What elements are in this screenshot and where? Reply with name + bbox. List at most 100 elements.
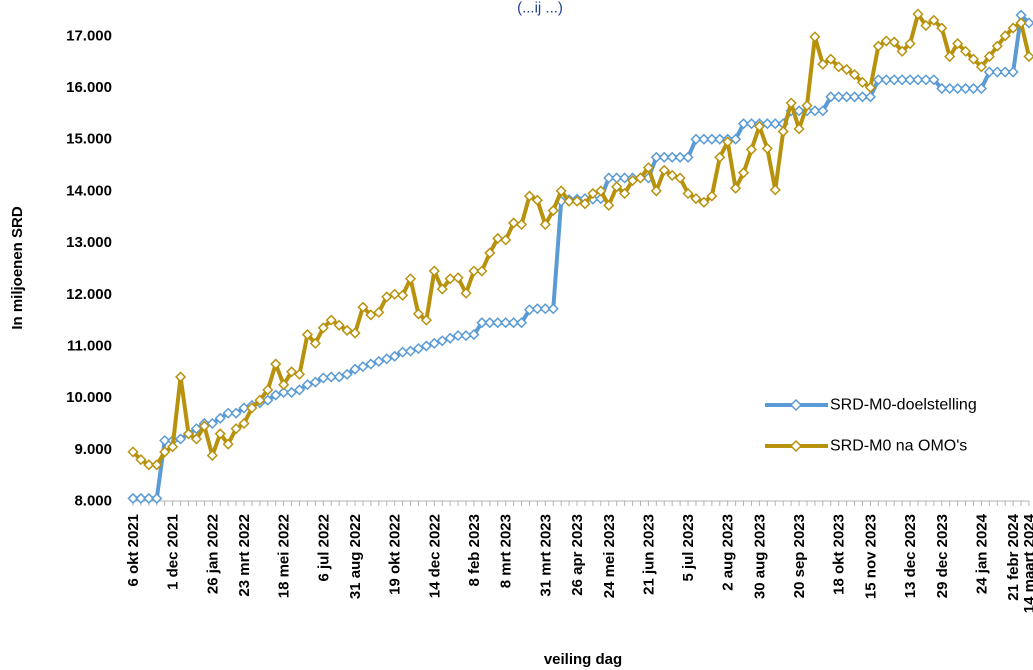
- data-point: [991, 40, 1003, 52]
- data-point: [127, 446, 139, 458]
- data-point: [674, 151, 686, 163]
- data-point: [714, 151, 726, 163]
- data-point: [880, 74, 892, 86]
- data-point: [206, 417, 218, 430]
- data-point: [999, 66, 1011, 78]
- data-point: [293, 368, 306, 380]
- data-point: [896, 45, 908, 57]
- x-tick-label: 20 sep 2023: [791, 514, 808, 598]
- data-point: [801, 100, 813, 112]
- data-point: [175, 371, 187, 383]
- chart-title-fragment: (...ij ...): [517, 0, 563, 16]
- data-point: [333, 371, 345, 383]
- data-point: [515, 218, 528, 231]
- data-point: [222, 407, 234, 419]
- data-point: [872, 74, 884, 86]
- data-point: [452, 272, 464, 284]
- data-point: [706, 190, 718, 202]
- data-point: [880, 35, 892, 47]
- data-point: [833, 61, 845, 73]
- data-point: [793, 123, 805, 135]
- data-point: [484, 247, 496, 259]
- data-point: [468, 329, 480, 341]
- data-point: [1007, 22, 1019, 34]
- data-point: [690, 133, 702, 145]
- data-point: [952, 82, 964, 95]
- data-point: [143, 492, 155, 504]
- data-point: [230, 423, 242, 435]
- data-point: [412, 342, 425, 355]
- data-point: [634, 172, 647, 184]
- data-point: [848, 69, 861, 81]
- data-point: [381, 353, 393, 365]
- y-tick-label: 11.000: [67, 337, 112, 354]
- data-point: [476, 265, 488, 277]
- data-point: [547, 303, 559, 315]
- data-point: [262, 394, 274, 406]
- y-tick-labels: 8.000 9.000 10.000 11.000 12.000 13.000 14.000…: [66, 27, 112, 509]
- data-point: [960, 45, 972, 57]
- data-point: [563, 195, 575, 207]
- data-point: [658, 164, 670, 176]
- data-point: [151, 492, 163, 504]
- data-point: [460, 330, 472, 342]
- legend-marker: [789, 439, 803, 453]
- data-point: [349, 363, 361, 375]
- data-point: [301, 379, 314, 391]
- data-point: [825, 91, 837, 103]
- data-point: [531, 303, 543, 315]
- data-point: [428, 337, 440, 349]
- data-point: [841, 91, 853, 103]
- data-point: [936, 22, 948, 34]
- data-point: [444, 332, 456, 344]
- data-point: [341, 324, 353, 337]
- data-point: [682, 151, 694, 163]
- data-point: [611, 181, 623, 193]
- data-point: [904, 38, 916, 50]
- data-point: [190, 423, 202, 435]
- data-point: [856, 91, 869, 103]
- data-point: [278, 386, 290, 399]
- data-point: [198, 420, 210, 432]
- legend-marker: [789, 398, 803, 412]
- data-point: [737, 118, 750, 130]
- data-point: [230, 407, 242, 419]
- data-point: [539, 218, 551, 231]
- x-tick-label: 21 febr 2024: [1005, 513, 1022, 600]
- data-point: [864, 81, 876, 94]
- data-point: [381, 291, 393, 303]
- series-doelstelling: [127, 9, 1033, 504]
- data-point: [817, 58, 829, 70]
- legend-item: SRD-M0-doelstelling: [765, 397, 977, 414]
- data-point: [833, 91, 845, 103]
- data-point: [928, 74, 940, 86]
- data-point: [468, 265, 480, 277]
- data-point: [888, 74, 900, 86]
- x-tick-label: 31 aug 2022: [347, 514, 364, 599]
- data-point: [135, 492, 147, 504]
- data-point: [341, 368, 353, 380]
- series-na-omos: [127, 8, 1033, 471]
- x-tick-label: 23 mrt 2022: [236, 514, 253, 597]
- data-point: [206, 449, 218, 462]
- data-point: [666, 169, 678, 181]
- data-point: [595, 185, 607, 197]
- data-point: [135, 454, 147, 466]
- data-point: [547, 204, 559, 217]
- data-point: [975, 82, 987, 95]
- y-tick-label: 8.000: [74, 493, 112, 510]
- x-tick-label: 1 dec 2021: [165, 514, 182, 590]
- data-point: [301, 329, 314, 341]
- data-point: [246, 402, 258, 414]
- data-point: [896, 74, 908, 86]
- x-tick-label: 15 nov 2023: [862, 514, 879, 599]
- data-point: [579, 198, 591, 210]
- data-point: [769, 184, 781, 196]
- data-point: [658, 151, 670, 163]
- x-tick-label: 13 dec 2023: [902, 514, 919, 598]
- data-point: [856, 76, 869, 88]
- data-point: [999, 30, 1011, 42]
- data-point: [626, 174, 639, 187]
- legend-label: SRD-M0-doelstelling: [830, 397, 977, 414]
- y-axis-title: In miljoenen SRD: [9, 206, 26, 330]
